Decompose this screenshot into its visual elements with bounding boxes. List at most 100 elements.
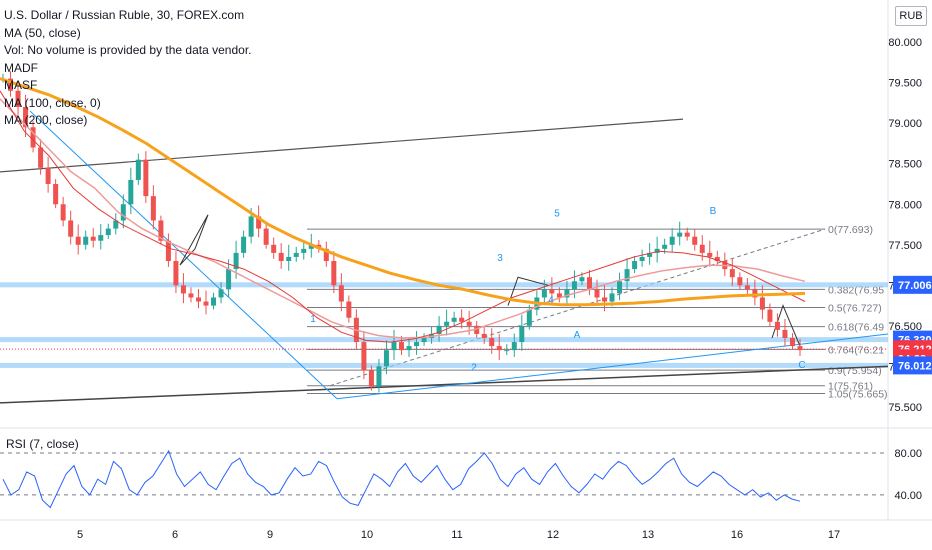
x-tick-label: 9 — [267, 529, 273, 541]
candle-body — [459, 317, 465, 322]
price-label-box — [893, 275, 932, 294]
candle-body — [368, 370, 374, 387]
price-label-box — [893, 356, 932, 375]
fib-retracement[interactable]: 0(77.693) 0.382(76.95 0.5(76.727) 0.618(76.… — [0, 224, 888, 401]
candle-body — [150, 196, 156, 221]
time-axis[interactable]: 5 6 9 10 11 12 13 16 17 — [77, 529, 840, 541]
candle-body — [744, 285, 750, 290]
legend: U.S. Dollar / Russian Ruble, 30, FOREX.c… — [4, 7, 251, 130]
candle-body — [714, 256, 720, 261]
candle-body — [165, 240, 171, 261]
candle-body — [632, 261, 638, 270]
candle-body — [406, 346, 412, 351]
candle-body — [180, 285, 186, 294]
y-tick-label: 76.500 — [888, 321, 922, 333]
legend-masf[interactable]: MASF — [4, 78, 38, 92]
candle-body — [233, 252, 239, 270]
candle-body — [98, 235, 104, 241]
y-tick-label: 77.500 — [888, 240, 922, 252]
candle-body — [677, 232, 683, 237]
candle-body — [729, 269, 735, 278]
candle-body — [263, 228, 269, 245]
candle-body — [45, 167, 51, 184]
rsi-label[interactable]: RSI (7, close) — [6, 437, 79, 451]
candle-body — [526, 309, 532, 326]
pattern-wedge — [507, 276, 549, 306]
candle-body — [797, 346, 803, 351]
legend-volume[interactable]: Vol: No volume is provided by the data v… — [4, 43, 252, 57]
legend-ma100[interactable]: MA (100, close, 0) — [4, 95, 101, 110]
candle-body — [647, 252, 653, 257]
candle-body — [504, 350, 510, 352]
candle-body — [120, 204, 126, 221]
candle-body — [639, 256, 645, 261]
candle-body — [617, 281, 623, 294]
x-tick-label: 12 — [547, 529, 559, 541]
candle-body — [624, 269, 630, 282]
candle-body — [549, 289, 555, 294]
moving-averages — [0, 77, 806, 343]
upper-trendline — [0, 118, 684, 173]
fib-level-label: 0.5(76.727) — [828, 302, 882, 314]
candle-body — [143, 159, 149, 197]
candle-body — [399, 342, 404, 351]
price-level-band — [0, 337, 888, 343]
candle-body — [774, 321, 780, 330]
candle-body — [699, 244, 705, 253]
candle-body — [789, 338, 795, 347]
wave-label: 5 — [554, 208, 560, 219]
legend-madf[interactable]: MADF — [4, 60, 38, 75]
fib-level-label: 0.618(76.49 — [828, 322, 884, 334]
candle-body — [361, 342, 367, 371]
blue-down-channel — [29, 110, 338, 400]
candle-body — [496, 346, 502, 351]
candle-body — [669, 236, 675, 245]
candle-body — [414, 342, 420, 347]
rsi-pane — [0, 449, 888, 509]
price-label-text: 77.006 — [898, 280, 932, 292]
candle-body — [489, 338, 495, 347]
x-tick-label: 16 — [731, 529, 743, 541]
lower-trendline — [0, 365, 889, 404]
candle-body — [308, 244, 314, 249]
candle-body — [609, 293, 615, 302]
candle-body — [211, 297, 217, 306]
fib-level-label: 0(77.693) — [828, 224, 873, 236]
candle-body — [128, 179, 134, 205]
ma200-line — [0, 77, 806, 307]
candle-body — [579, 277, 585, 282]
candle-body — [752, 289, 758, 298]
candle-body — [391, 342, 397, 351]
candle-body — [737, 277, 743, 286]
currency-button[interactable]: RUB — [895, 6, 927, 26]
candle-body — [594, 289, 600, 298]
candle-body — [383, 350, 389, 367]
candle-body — [331, 261, 337, 286]
candle-body — [684, 232, 690, 237]
candle-body — [278, 252, 284, 261]
price-axis[interactable]: 80.000 79.500 79.000 78.500 78.000 77.500 77.0… — [888, 37, 932, 502]
candle-body — [30, 127, 36, 148]
candle-body — [195, 297, 201, 302]
candle-body — [248, 216, 254, 237]
candle-body — [188, 293, 194, 298]
candle-body — [338, 285, 344, 302]
x-tick-label: 6 — [172, 529, 178, 541]
candle-body — [218, 289, 224, 298]
candle-body — [68, 220, 74, 237]
legend-ma200[interactable]: MA (200, close) — [4, 113, 88, 127]
candle-body — [38, 147, 44, 168]
wave-label: A — [574, 330, 581, 341]
ma50-line — [0, 90, 806, 343]
candle-body — [15, 90, 21, 107]
candle-body — [60, 204, 66, 221]
candle-body — [767, 309, 773, 322]
legend-ma50[interactable]: MA (50, close) — [4, 25, 81, 40]
candle-body — [692, 236, 698, 245]
candle-body — [541, 289, 547, 298]
trendlines[interactable] — [0, 110, 889, 404]
candle-body — [346, 301, 352, 318]
fib-level-label: 0.764(76.21 — [828, 344, 884, 356]
